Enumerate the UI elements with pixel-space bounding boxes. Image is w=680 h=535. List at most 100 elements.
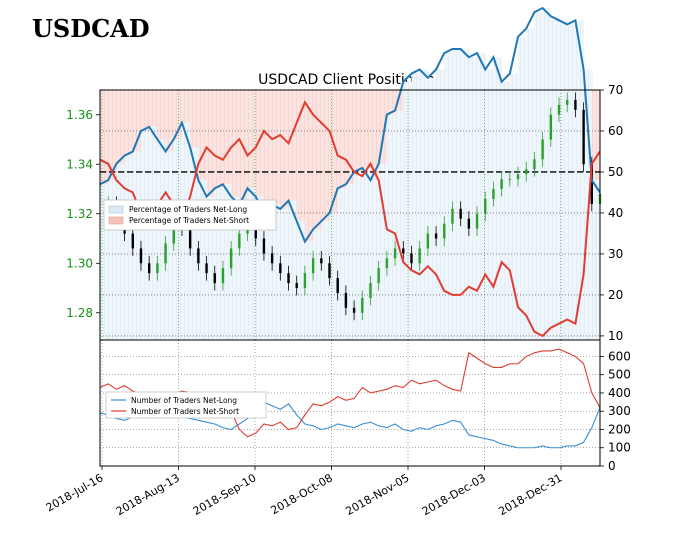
- percent-tick-label: 70: [608, 83, 623, 97]
- net-long-fill: [575, 20, 585, 340]
- net-long-fill: [452, 49, 462, 341]
- bottom-panel: 0 100 200 300 400 500 600 2018-Jul-16 2018-Aug-…: [44, 339, 631, 518]
- net-long-fill: [550, 16, 560, 341]
- candle-body: [516, 174, 520, 180]
- candle-body: [147, 263, 151, 274]
- candle-body: [131, 233, 134, 249]
- legend-swatch-net-short: [108, 216, 124, 225]
- candle-body: [295, 283, 298, 289]
- net-short-fill: [132, 90, 142, 152]
- candle-body: [508, 179, 512, 181]
- net-short-fill: [124, 90, 134, 156]
- net-short-fill: [591, 90, 601, 181]
- count-tick-label: 200: [608, 422, 631, 436]
- candle-body: [172, 223, 175, 244]
- count-tick-label: 400: [608, 386, 631, 400]
- candle-body: [336, 278, 339, 293]
- net-short-fill: [100, 90, 109, 185]
- net-long-fill: [468, 57, 478, 341]
- net-short-fill: [321, 90, 331, 222]
- net-long-fill: [198, 180, 208, 340]
- net-short-fill: [378, 90, 388, 164]
- net-short-fill: [386, 90, 396, 115]
- net-short-fill: [206, 90, 216, 197]
- candle-body: [238, 233, 241, 249]
- date-tick-label: 2018-Dec-03: [420, 471, 488, 518]
- candle-body: [492, 189, 495, 199]
- net-long-fill: [132, 151, 142, 340]
- net-long-fill: [157, 139, 167, 340]
- net-short-fill: [108, 90, 117, 181]
- candle-body: [270, 253, 274, 264]
- net-long-fill: [386, 114, 396, 340]
- candle-body: [533, 159, 536, 170]
- net-long-fill: [427, 77, 437, 340]
- net-long-fill: [567, 24, 576, 340]
- bottom-legend: Number of Traders Net-Long Number of Tra…: [105, 391, 267, 419]
- net-long-fill: [403, 81, 412, 340]
- net-long-fill: [509, 73, 519, 340]
- net-long-fill: [272, 204, 281, 340]
- percent-tick-label: 40: [608, 206, 623, 220]
- net-short-fill: [304, 90, 314, 242]
- candle-body: [484, 198, 487, 214]
- net-short-fill: [214, 90, 224, 189]
- net-long-fill: [419, 69, 429, 341]
- net-short-fill: [173, 90, 183, 140]
- net-long-fill: [149, 126, 158, 340]
- net-long-fill: [518, 36, 527, 340]
- net-long-fill: [337, 188, 347, 340]
- net-short-fill: [263, 90, 273, 213]
- candle-body: [139, 248, 143, 264]
- net-short-fill: [395, 90, 404, 111]
- candle-body: [475, 213, 479, 229]
- candle-body: [557, 104, 561, 115]
- count-tick-label: 500: [608, 368, 631, 382]
- date-tick-label: 2018-Aug-13: [114, 471, 182, 518]
- net-short-fill: [165, 90, 175, 152]
- net-long-fill: [222, 184, 232, 340]
- count-tick-label: 100: [608, 441, 631, 455]
- candle-body: [582, 109, 585, 165]
- candle-body: [205, 263, 208, 274]
- net-long-fill: [263, 212, 273, 340]
- net-short-fill: [345, 90, 355, 185]
- chart-title: USDCAD Client Positioning: [258, 72, 444, 88]
- candle-body: [426, 233, 430, 249]
- price-tick-label: 1.28: [66, 306, 93, 320]
- net-long-fill: [395, 110, 404, 340]
- net-long-fill: [280, 208, 290, 340]
- net-short-fill: [198, 90, 208, 181]
- candle-body: [385, 258, 389, 269]
- net-long-fill: [304, 241, 314, 340]
- candle-body: [188, 228, 192, 249]
- net-long-percentage-line: [99, 6, 601, 244]
- candle-body: [566, 99, 569, 105]
- candle-body: [549, 114, 553, 140]
- net-long-fill: [362, 167, 371, 340]
- net-long-fill: [345, 184, 355, 340]
- net-long-fill: [493, 57, 503, 341]
- net-short-fill: [157, 90, 167, 140]
- net-short-fill: [116, 90, 126, 164]
- candle-body: [451, 208, 454, 224]
- legend-label-traders-net-short: Number of Traders Net-Short: [131, 407, 239, 416]
- candle-body: [410, 253, 413, 264]
- legend-swatch-net-long: [108, 205, 124, 214]
- legend-label-net-long: Percentage of Traders Net-Long: [129, 205, 247, 214]
- net-short-fill: [149, 90, 158, 127]
- net-long-fill: [124, 155, 134, 340]
- page-title: USDCAD: [32, 14, 150, 43]
- candle-body: [393, 248, 397, 259]
- net-short-fill: [362, 90, 371, 168]
- candle-body: [418, 248, 421, 264]
- candle-body: [459, 208, 462, 219]
- net-long-fill: [173, 139, 183, 340]
- net-long-fill: [591, 180, 601, 340]
- top-legend: Percentage of Traders Net-Long Percentag…: [103, 199, 277, 231]
- candle-body: [320, 258, 323, 264]
- net-long-fill: [485, 69, 494, 341]
- percent-tick-label: 10: [608, 329, 623, 343]
- candle-body: [467, 218, 471, 229]
- net-short-fill: [313, 90, 322, 230]
